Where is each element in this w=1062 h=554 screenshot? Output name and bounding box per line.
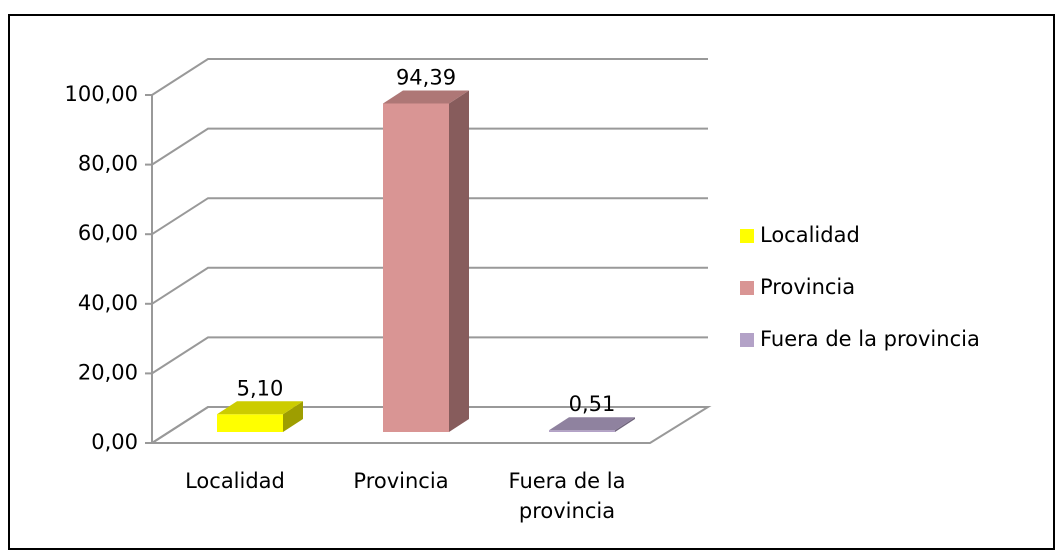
- legend-swatch: [740, 333, 754, 347]
- y-tick-label: 60,00: [78, 221, 138, 245]
- y-tick-label: 80,00: [78, 152, 138, 176]
- grid-line: [151, 336, 708, 375]
- grid-line: [151, 406, 708, 444]
- bar-front: [549, 430, 615, 432]
- grid-line: [151, 58, 708, 96]
- bar-side: [615, 417, 635, 432]
- bar-side: [449, 90, 469, 432]
- bar-front: [217, 414, 283, 432]
- x-tick-label: Provincia: [353, 469, 449, 493]
- x-tick-label: Localidad: [185, 469, 285, 493]
- bar: [549, 417, 635, 432]
- legend-swatch: [740, 281, 754, 295]
- bar-top: [217, 401, 303, 415]
- bar-side: [283, 401, 303, 432]
- legend-label: Localidad: [760, 223, 860, 247]
- bar-front: [383, 103, 449, 432]
- y-tick-label: 20,00: [78, 360, 138, 384]
- value-label: 0,51: [569, 392, 616, 416]
- legend-label: Provincia: [760, 275, 855, 299]
- legend-swatch: [740, 229, 754, 243]
- y-tick-label: 0,00: [91, 430, 138, 454]
- grid-line: [151, 266, 708, 305]
- grid-line: [151, 127, 708, 166]
- x-tick-label: Fuera de la provincia: [508, 469, 626, 523]
- frame: [8, 14, 1055, 550]
- bar-top: [383, 90, 469, 104]
- bar: [383, 90, 469, 432]
- bar-top: [549, 417, 635, 431]
- value-label: 5,10: [237, 376, 284, 400]
- y-tick-label: 40,00: [78, 291, 138, 315]
- bar: [217, 401, 303, 432]
- value-label: 94,39: [396, 66, 456, 90]
- legend-label: Fuera de la provincia: [760, 327, 980, 351]
- grid-line: [151, 197, 708, 236]
- y-tick-label: 100,00: [65, 82, 138, 106]
